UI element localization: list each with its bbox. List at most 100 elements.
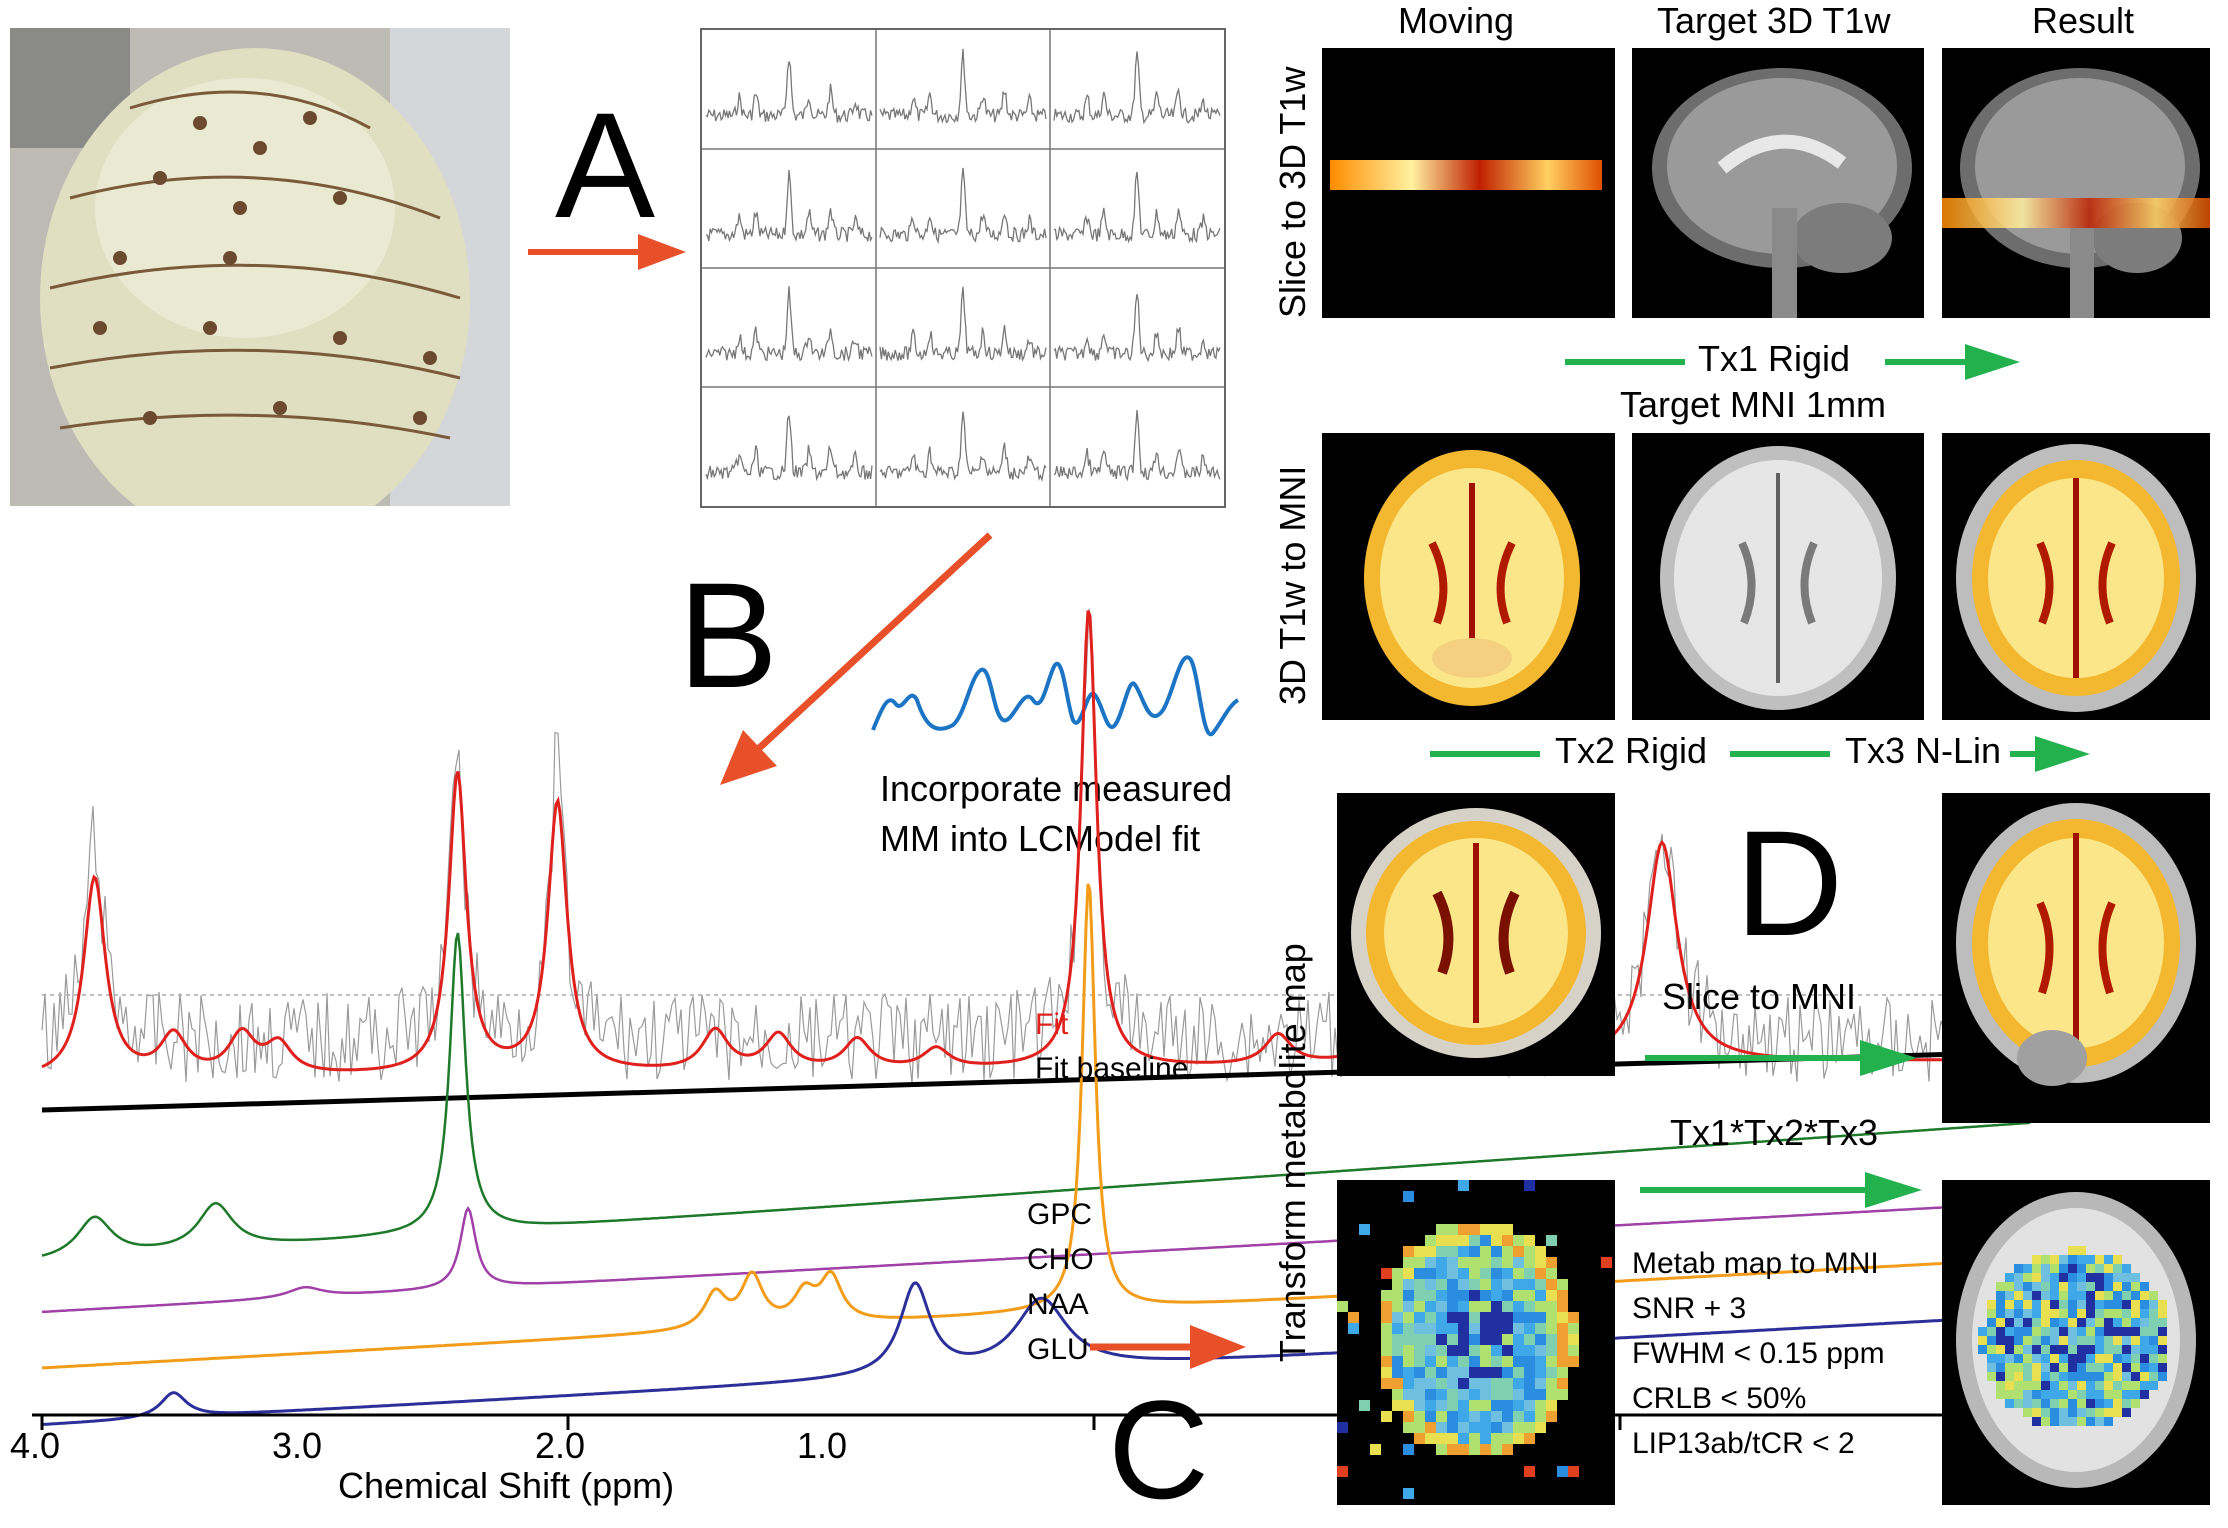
mni-metab-voxel: [2014, 1264, 2023, 1273]
mni-metab-voxel: [2077, 1363, 2086, 1372]
mni-metab-voxel: [2131, 1354, 2140, 1363]
mni-metab-voxel: [2122, 1327, 2131, 1336]
metab-voxel: [1414, 1268, 1425, 1279]
metab-voxel: [1458, 1367, 1469, 1378]
metab-voxel: [1403, 1334, 1414, 1345]
metab-voxel: [1458, 1224, 1469, 1235]
label-naa: NAA: [1027, 1288, 1089, 1321]
metab-voxel: [1535, 1257, 1546, 1268]
row-label-transform-map: Transform metabolite map: [1272, 943, 1313, 1362]
metab-voxel: [1502, 1246, 1513, 1257]
metab-voxel: [1348, 1312, 1359, 1323]
mni-metab-voxel: [2005, 1363, 2014, 1372]
metab-voxel: [1447, 1246, 1458, 1257]
metab-voxel: [1535, 1279, 1546, 1290]
mni-metab-voxel: [2077, 1390, 2086, 1399]
mni-metab-voxel: [2131, 1282, 2140, 1291]
mni-metab-voxel: [2140, 1291, 2149, 1300]
mni-metab-voxel: [2023, 1372, 2032, 1381]
mni-metab-voxel: [2050, 1309, 2059, 1318]
mni-metab-voxel: [2023, 1381, 2032, 1390]
metab-voxel: [1392, 1389, 1403, 1400]
metab-voxel: [1546, 1378, 1557, 1389]
mni-metab-voxel: [2131, 1318, 2140, 1327]
mni-metab-voxel: [2014, 1381, 2023, 1390]
mni-metab-voxel: [2122, 1390, 2131, 1399]
metab-voxel: [1502, 1323, 1513, 1334]
metab-voxel: [1425, 1367, 1436, 1378]
metab-voxel: [1524, 1301, 1535, 1312]
metab-voxel: [1524, 1312, 1535, 1323]
mni-metab-voxel: [2077, 1264, 2086, 1273]
mni-metab-voxel: [2131, 1309, 2140, 1318]
mni-metab-voxel: [2158, 1309, 2167, 1318]
mni-metab-voxel: [2149, 1336, 2158, 1345]
metab-voxel: [1469, 1301, 1480, 1312]
metab-voxel: [1381, 1356, 1392, 1367]
metab-voxel: [1447, 1444, 1458, 1455]
mni-metab-voxel: [2104, 1291, 2113, 1300]
metab-voxel: [1381, 1367, 1392, 1378]
mni-template-image: [1632, 433, 1924, 720]
grid-spectrum: [879, 167, 1047, 245]
metab-voxel: [1502, 1444, 1513, 1455]
mni-metab-voxel: [2077, 1300, 2086, 1309]
metab-voxel: [1469, 1378, 1480, 1389]
metab-voxel: [1513, 1246, 1524, 1257]
mni-metab-voxel: [2059, 1363, 2068, 1372]
metab-voxel: [1381, 1334, 1392, 1345]
mni-metab-voxel: [1996, 1336, 2005, 1345]
mni-metab-voxel: [2104, 1264, 2113, 1273]
metab-voxel: [1469, 1411, 1480, 1422]
mni-metab-voxel: [2005, 1354, 2014, 1363]
mni-metab-voxel: [2068, 1390, 2077, 1399]
metab-voxel: [1491, 1433, 1502, 1444]
mni-metab-voxel: [2104, 1273, 2113, 1282]
metab-voxel: [1513, 1323, 1524, 1334]
mni-metab-voxel: [2104, 1381, 2113, 1390]
mm-note-line2: MM into LCModel fit: [880, 818, 1201, 859]
mni-metab-voxel: [2068, 1399, 2077, 1408]
metab-voxel: [1480, 1378, 1491, 1389]
metab-voxel: [1458, 1334, 1469, 1345]
slice-to-mni-arrow: [1645, 1040, 1917, 1076]
metab-voxel: [1436, 1367, 1447, 1378]
mni-metab-voxel: [1987, 1372, 1996, 1381]
metab-voxel: [1436, 1378, 1447, 1389]
mni-metab-voxel: [2023, 1390, 2032, 1399]
metab-voxel: [1480, 1323, 1491, 1334]
mni-metab-voxel: [2095, 1282, 2104, 1291]
metab-voxel: [1480, 1389, 1491, 1400]
metab-voxel: [1502, 1290, 1513, 1301]
mni-metab-voxel: [2077, 1255, 2086, 1264]
mni-metab-voxel: [2014, 1363, 2023, 1372]
metab-voxel: [1502, 1433, 1513, 1444]
mni-metab-voxel: [1987, 1309, 1996, 1318]
phantom-photo: [10, 28, 510, 506]
metab-voxel: [1469, 1235, 1480, 1246]
mni-metab-voxel: [1996, 1309, 2005, 1318]
metab-voxel: [1392, 1279, 1403, 1290]
mni-metab-voxel: [2104, 1372, 2113, 1381]
metab-voxel: [1480, 1246, 1491, 1257]
metab-voxel: [1458, 1279, 1469, 1290]
mni-metab-voxel: [2140, 1336, 2149, 1345]
metab-voxel: [1491, 1301, 1502, 1312]
target-t1-sagittal-image: [1632, 48, 1924, 318]
mni-metab-voxel: [2158, 1318, 2167, 1327]
metab-voxel: [1502, 1334, 1513, 1345]
mni-metab-voxel: [2059, 1300, 2068, 1309]
mni-metab-voxel: [2122, 1399, 2131, 1408]
metab-voxel: [1480, 1235, 1491, 1246]
mni-metab-voxel: [2059, 1390, 2068, 1399]
mni-metab-voxel: [2077, 1309, 2086, 1318]
metab-voxel: [1535, 1323, 1546, 1334]
metab-voxel: [1513, 1235, 1524, 1246]
mni-metab-voxel: [1996, 1390, 2005, 1399]
mni-metab-voxel: [2068, 1246, 2077, 1255]
metab-voxel: [1557, 1389, 1568, 1400]
mni-metab-voxel: [2068, 1354, 2077, 1363]
metab-voxel: [1513, 1422, 1524, 1433]
metab-voxel: [1535, 1367, 1546, 1378]
metab-voxel: [1535, 1268, 1546, 1279]
